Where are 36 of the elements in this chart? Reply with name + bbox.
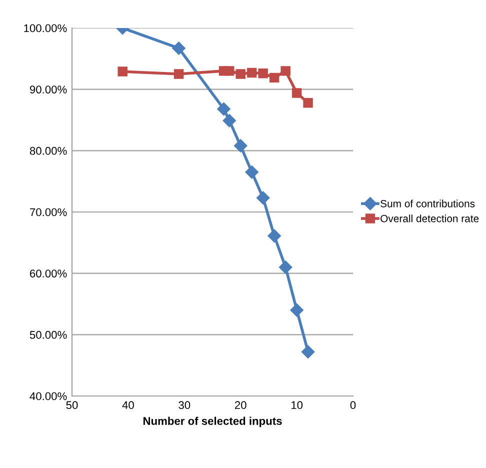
x-tick-label: 40 [122,401,134,410]
point [278,260,292,274]
point [256,191,270,204]
point [268,229,281,243]
y-tick-label: 70.00% [30,208,67,216]
point [269,72,280,83]
point [292,88,302,98]
y-tick-label: 90.00% [30,86,67,94]
point [246,68,257,78]
y-tick-label: 50.00% [30,330,67,339]
x-tick-label: 50 [66,401,78,410]
point [217,102,230,116]
point [172,42,186,55]
point [301,345,315,358]
x-axis-title: Number of selected inputs [143,416,282,428]
point [280,66,290,76]
x-tick-label: 0 [350,401,356,410]
y-tick-label: 100.00% [24,24,67,32]
point [290,304,304,317]
point [236,69,246,79]
y-tick-label: 60.00% [30,270,67,278]
x-tick-label: 10 [291,401,303,410]
point [258,68,268,78]
legend-label: Sum of contributions [380,200,475,208]
point [174,69,184,79]
x-tick-label: 30 [178,401,190,410]
point [303,98,313,108]
point [118,66,128,76]
point [234,139,248,152]
x-tick-label: 20 [234,401,246,410]
y-tick-label: 80.00% [30,146,67,155]
y-tick-label: 40.00% [30,392,67,400]
point [245,166,258,179]
point [222,114,236,128]
legend-label: Overall detection rate [380,214,479,222]
point [224,66,234,76]
